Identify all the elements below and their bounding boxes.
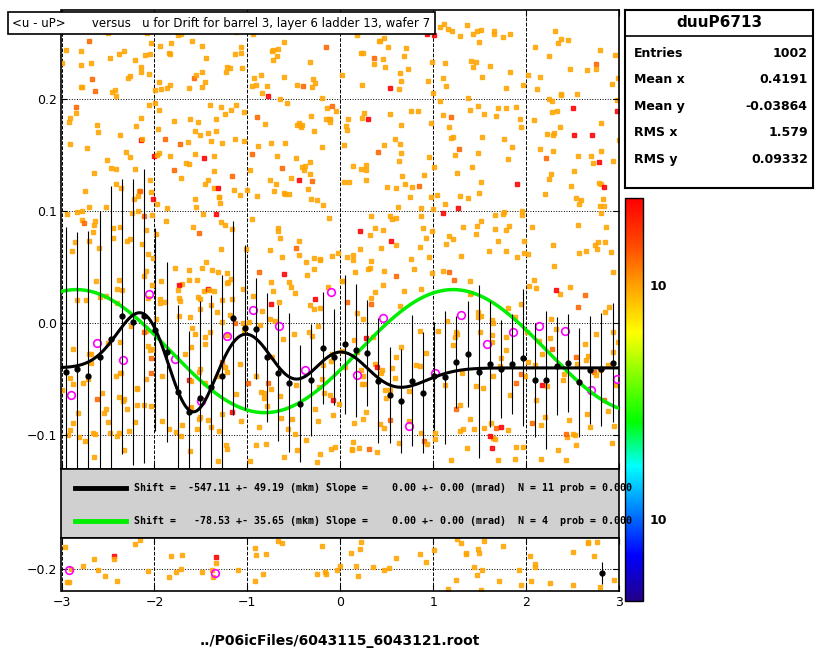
Text: 10: 10: [649, 513, 666, 527]
Text: 10: 10: [649, 280, 666, 293]
Text: 1.579: 1.579: [767, 126, 807, 139]
Text: ../P06icFiles/6043115_6043121.root: ../P06icFiles/6043115_6043121.root: [200, 634, 480, 648]
Text: Mean x: Mean x: [634, 73, 684, 86]
Text: duuP6713: duuP6713: [675, 15, 762, 30]
Text: Shift =  -547.11 +- 49.19 (mkm) Slope =    0.00 +- 0.00 (mrad)  N = 11 prob = 0.: Shift = -547.11 +- 49.19 (mkm) Slope = 0…: [133, 483, 631, 493]
Text: RMS y: RMS y: [634, 153, 677, 166]
Text: Mean y: Mean y: [634, 100, 684, 113]
Text: Shift =   -78.53 +- 35.65 (mkm) Slope =    0.00 +- 0.00 (mrad)  N = 4  prob = 0.: Shift = -78.53 +- 35.65 (mkm) Slope = 0.…: [133, 515, 631, 525]
Text: <u - uP>       versus   u for Drift for barrel 3, layer 6 ladder 13, wafer 7: <u - uP> versus u for Drift for barrel 3…: [12, 16, 430, 30]
Text: 0.4191: 0.4191: [758, 73, 807, 86]
Text: RMS x: RMS x: [634, 126, 677, 139]
Text: 0.09332: 0.09332: [750, 153, 807, 166]
Text: 1002: 1002: [771, 47, 807, 60]
Text: Entries: Entries: [634, 47, 683, 60]
Text: -0.03864: -0.03864: [744, 100, 807, 113]
